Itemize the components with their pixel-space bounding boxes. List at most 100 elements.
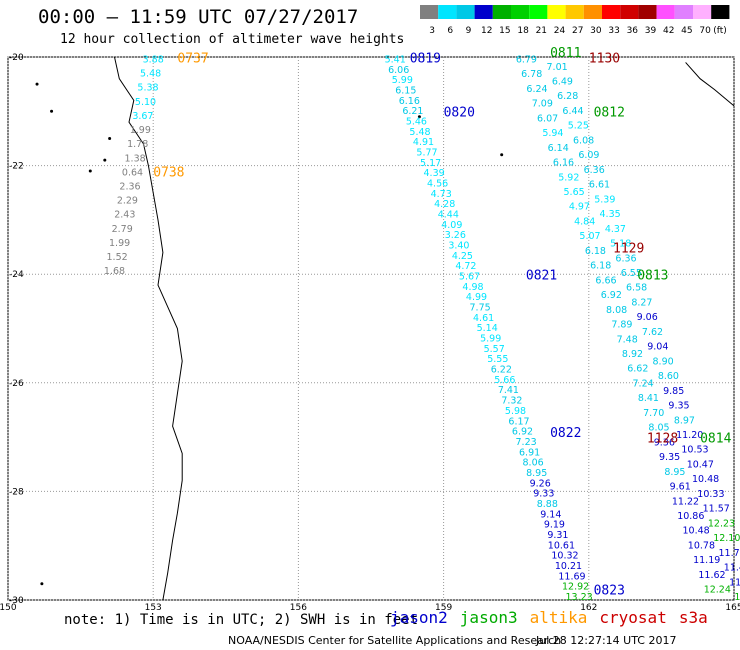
wave-height-value: 10.78 xyxy=(688,541,715,552)
wave-height-value: 6.16 xyxy=(399,96,420,107)
wave-height-value: 5.39 xyxy=(594,194,615,205)
wave-height-value: 3.88 xyxy=(143,54,164,65)
wave-height-value: 5.57 xyxy=(484,344,505,355)
wave-height-value: 12.92 xyxy=(562,582,589,593)
wave-height-value: 7.48 xyxy=(617,334,638,345)
lat-tick-label: -20 xyxy=(9,53,24,63)
wave-height-value: 6.92 xyxy=(512,427,533,438)
wave-height-value: 5.46 xyxy=(406,117,427,128)
wave-height-value: 10.86 xyxy=(677,511,704,522)
satellite-legend: jason2 jason3 altika cryosat s3a xyxy=(390,608,720,627)
wave-height-value: 4.98 xyxy=(462,282,483,293)
lat-tick-label: -24 xyxy=(9,270,24,280)
wave-height-value: 7.41 xyxy=(498,385,519,396)
satellite-name: jason2 xyxy=(390,608,448,627)
wave-height-value: 12.24 xyxy=(704,585,731,596)
wave-height-value: 5.48 xyxy=(409,127,430,138)
wave-height-value: 5.14 xyxy=(477,323,498,334)
wave-height-value: 11.75 xyxy=(718,548,740,559)
wave-height-value: 2.36 xyxy=(119,182,140,193)
legend-swatch xyxy=(420,5,439,19)
wave-height-value: 12.23 xyxy=(708,518,735,529)
wave-height-value: 6.66 xyxy=(595,275,616,286)
wave-height-value: 7.09 xyxy=(532,99,553,110)
wave-height-value: 10.48 xyxy=(692,474,719,485)
legend-swatch xyxy=(693,5,712,19)
wave-height-value: 5.10 xyxy=(135,97,156,108)
altimeter-map: 150 153 156 159 162 165 -20 -22 -24 -26 -28 -30 3.88… xyxy=(0,46,740,610)
credit-line: NOAA/NESDIS Center for Satellite Applica… xyxy=(228,634,562,647)
pass-time-label: 1129 xyxy=(613,242,644,257)
wave-height-value: 4.84 xyxy=(574,216,595,227)
legend-label: 45 xyxy=(681,26,692,36)
wave-height-value: 10.33 xyxy=(697,489,724,500)
wave-height-value: 4.37 xyxy=(605,224,626,235)
island-marker xyxy=(103,158,107,162)
wave-height-value: 6.92 xyxy=(601,290,622,301)
wave-height-value: 6.58 xyxy=(626,283,647,294)
wave-height-value: 6.55 xyxy=(621,268,642,279)
wave-height-value: 6.91 xyxy=(519,447,540,458)
wave-height-value: 4.91 xyxy=(413,137,434,148)
legend-swatch xyxy=(492,5,511,19)
wave-height-value: 6.15 xyxy=(395,85,416,96)
wave-height-value: 11.20 xyxy=(676,430,703,441)
wave-height-value: 8.06 xyxy=(523,458,544,469)
wave-height-value: 11.58 xyxy=(729,577,740,588)
wave-height-value: 6.44 xyxy=(562,106,583,117)
legend-swatch xyxy=(711,5,730,19)
wave-height-value: 6.18 xyxy=(590,261,611,272)
pass-time-label: 0823 xyxy=(594,584,625,599)
legend-label: 27 xyxy=(572,26,583,36)
legend-label: 21 xyxy=(536,26,547,36)
satellite-name: jason3 xyxy=(459,608,518,627)
island-marker xyxy=(417,115,421,119)
legend-label: 12 xyxy=(481,26,492,36)
wave-height-value: 6.62 xyxy=(627,364,648,375)
satellite-name: s3a xyxy=(678,608,708,627)
wave-height-value: 6.16 xyxy=(553,158,574,169)
wave-height-value: 10.47 xyxy=(687,459,714,470)
wave-height-value: 8.27 xyxy=(631,297,652,308)
wave-height-value: 8.95 xyxy=(664,467,685,478)
legend-label: 33 xyxy=(608,26,619,36)
wave-height-value: 5.98 xyxy=(505,406,526,417)
wave-height-value: 12.10 xyxy=(713,533,740,544)
wave-height-value: 5.92 xyxy=(558,172,579,183)
wave-height-value: 11.62 xyxy=(698,570,725,581)
chart-subtitle: 12 hour collection of altimeter wave hei… xyxy=(60,32,405,47)
wave-height-value: 9.14 xyxy=(540,509,561,520)
wave-height-value: 5.99 xyxy=(392,75,413,86)
legend-swatch xyxy=(547,5,566,19)
wave-height-value: 7.75 xyxy=(470,303,491,314)
wave-height-value: 9.04 xyxy=(647,342,668,353)
wave-height-value: 6.22 xyxy=(491,365,512,376)
wave-height-value: 6.79 xyxy=(516,54,537,65)
wave-height-value: 7.23 xyxy=(516,437,537,448)
pass-time-label: 0812 xyxy=(594,106,625,121)
wave-height-value: 1.99 xyxy=(130,125,151,136)
wave-height-value: 5.99 xyxy=(480,334,501,345)
wave-height-value: 5.66 xyxy=(494,375,515,386)
wave-height-value: 0.64 xyxy=(122,167,143,178)
wave-height-value: 6.18 xyxy=(585,246,606,257)
legend-swatch xyxy=(638,5,657,19)
legend-label: 70 xyxy=(699,26,711,36)
wave-height-value: 6.61 xyxy=(589,180,610,191)
wave-height-value: 6.36 xyxy=(584,165,605,176)
lat-tick-label: -28 xyxy=(9,487,24,497)
lon-tick-label: 162 xyxy=(580,603,597,610)
wave-height-value: 9.06 xyxy=(637,312,658,323)
wave-height-value: 7.24 xyxy=(633,378,654,389)
wave-height-value: 9.61 xyxy=(670,482,691,493)
wave-height-value: 5.25 xyxy=(568,121,589,132)
wave-height-value: 3.67 xyxy=(132,111,153,122)
legend-swatch xyxy=(511,5,530,19)
lat-tick-label: -30 xyxy=(9,596,24,606)
wave-height-value: 4.72 xyxy=(455,261,476,272)
coastline-new-caledonia xyxy=(685,62,735,107)
wave-height-value: 5.94 xyxy=(542,128,563,139)
island-marker xyxy=(108,136,112,140)
wave-height-value: 7.70 xyxy=(643,408,664,419)
wave-height-value: 4.73 xyxy=(431,189,452,200)
